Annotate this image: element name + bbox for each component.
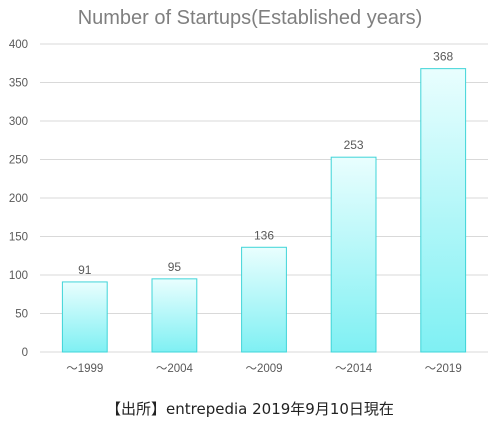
y-tick-label: 0 [22, 347, 28, 359]
y-tick-label: 400 [9, 39, 28, 51]
bar-1 [61, 281, 108, 353]
data-label: 95 [168, 260, 182, 274]
y-tick-label: 200 [9, 193, 28, 205]
x-tick-label: ～2004 [156, 363, 194, 375]
data-label: 368 [433, 50, 453, 64]
bar-5 [420, 68, 467, 353]
bar-4 [330, 156, 377, 353]
x-tick-label: ～1999 [66, 363, 103, 375]
chart-title: Number of Startups(Established years) [77, 7, 423, 29]
bar-2 [151, 278, 198, 353]
data-label: 136 [254, 228, 274, 242]
x-axis-ticks: ～1999 ～2004 ～2009 ～2014 ～2019 [66, 363, 461, 375]
y-tick-label: 150 [9, 232, 28, 244]
y-tick-label: 250 [9, 155, 28, 167]
y-tick-label: 350 [9, 78, 28, 90]
y-tick-label: 50 [15, 309, 28, 321]
y-axis-ticks: 0 50 100 150 200 250 300 350 400 [9, 39, 28, 359]
x-tick-label: ～2014 [335, 363, 373, 375]
data-label: 253 [344, 138, 364, 152]
bars: 91 95 136 253 368 [61, 50, 467, 353]
data-label: 91 [78, 263, 92, 277]
x-tick-label: ～2009 [245, 363, 282, 375]
y-tick-label: 300 [9, 116, 28, 128]
x-tick-label: ～2019 [425, 363, 462, 375]
source-footnote: 【出所】entrepedia 2019年9月10日現在 [106, 400, 394, 418]
bar-3 [241, 246, 287, 353]
y-tick-label: 100 [9, 270, 28, 282]
